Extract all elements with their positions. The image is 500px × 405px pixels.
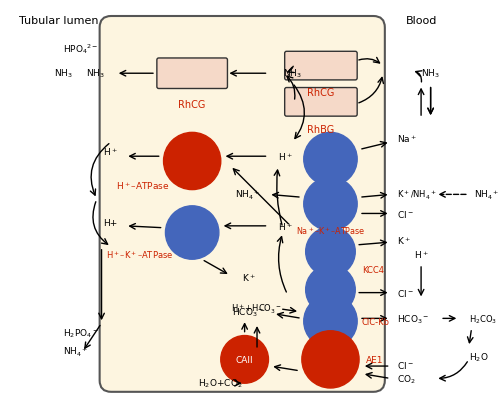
Text: H$^+$: H$^+$ — [414, 249, 428, 261]
Text: HPO$_4$$^{2-}$: HPO$_4$$^{2-}$ — [64, 43, 99, 56]
Text: H$_2$CO$_3$: H$_2$CO$_3$ — [469, 312, 497, 325]
Text: Cl$^-$: Cl$^-$ — [397, 209, 414, 220]
Text: Tubular lumen: Tubular lumen — [19, 16, 98, 26]
Text: Cl$^-$: Cl$^-$ — [397, 288, 414, 298]
Text: NH$_4$$^+$: NH$_4$$^+$ — [474, 188, 499, 201]
Text: H+: H+ — [104, 218, 118, 227]
Text: CAII: CAII — [236, 355, 254, 364]
Text: NH$_4$$^+$: NH$_4$$^+$ — [236, 188, 261, 201]
Text: RhCG: RhCG — [178, 100, 206, 109]
Text: HCO$_3$$^-$: HCO$_3$$^-$ — [397, 312, 430, 325]
Text: NH$_3$: NH$_3$ — [283, 68, 302, 80]
Text: Cl$^-$: Cl$^-$ — [397, 359, 414, 370]
Text: Na$^+$: Na$^+$ — [397, 133, 417, 145]
Circle shape — [221, 336, 268, 383]
Circle shape — [304, 178, 357, 231]
Text: K$^+$/NH$_4$$^+$: K$^+$/NH$_4$$^+$ — [397, 188, 437, 201]
Circle shape — [306, 265, 356, 315]
FancyBboxPatch shape — [284, 88, 357, 117]
Text: H$^+$+HCO$_3$$^-$: H$^+$+HCO$_3$$^-$ — [232, 303, 282, 315]
Text: H$^+$–K$^+$–ATPase: H$^+$–K$^+$–ATPase — [106, 249, 174, 261]
Circle shape — [304, 133, 357, 186]
Text: CO$_2$: CO$_2$ — [397, 372, 416, 385]
Text: H$^+$: H$^+$ — [278, 220, 292, 232]
Text: NH$_3$: NH$_3$ — [422, 68, 440, 80]
Text: RhBG: RhBG — [308, 124, 334, 134]
Circle shape — [164, 133, 221, 190]
Text: HCO$_3$$^-$: HCO$_3$$^-$ — [232, 306, 264, 318]
FancyBboxPatch shape — [284, 52, 357, 81]
Circle shape — [302, 331, 359, 388]
Circle shape — [304, 295, 357, 348]
Text: ClC-Kb: ClC-Kb — [362, 317, 390, 326]
Text: H$_2$O+CO$_2$: H$_2$O+CO$_2$ — [198, 376, 243, 388]
Text: Na$^+$–K$^+$–ATPase: Na$^+$–K$^+$–ATPase — [296, 225, 365, 237]
Text: H$_2$PO$_4$$^-$: H$_2$PO$_4$$^-$ — [64, 326, 100, 339]
Circle shape — [166, 206, 219, 260]
Text: AE1: AE1 — [366, 355, 384, 364]
Text: NH$_3$: NH$_3$ — [54, 68, 73, 80]
Text: RhCG: RhCG — [307, 88, 334, 98]
Text: K$^+$: K$^+$ — [397, 235, 411, 246]
Text: KCC4: KCC4 — [362, 266, 384, 275]
Text: H$^+$: H$^+$ — [103, 146, 118, 158]
Text: Blood: Blood — [406, 16, 437, 26]
Text: H$_2$O: H$_2$O — [469, 350, 488, 363]
Text: NH$_4$$^+$: NH$_4$$^+$ — [64, 345, 89, 358]
Text: H$^+$–ATPase: H$^+$–ATPase — [116, 179, 170, 191]
Circle shape — [306, 227, 356, 277]
Text: H$^+$: H$^+$ — [278, 151, 292, 163]
FancyBboxPatch shape — [157, 59, 228, 89]
Text: K$^+$: K$^+$ — [242, 272, 256, 283]
Text: NH$_3$: NH$_3$ — [86, 68, 104, 80]
FancyBboxPatch shape — [100, 17, 385, 392]
